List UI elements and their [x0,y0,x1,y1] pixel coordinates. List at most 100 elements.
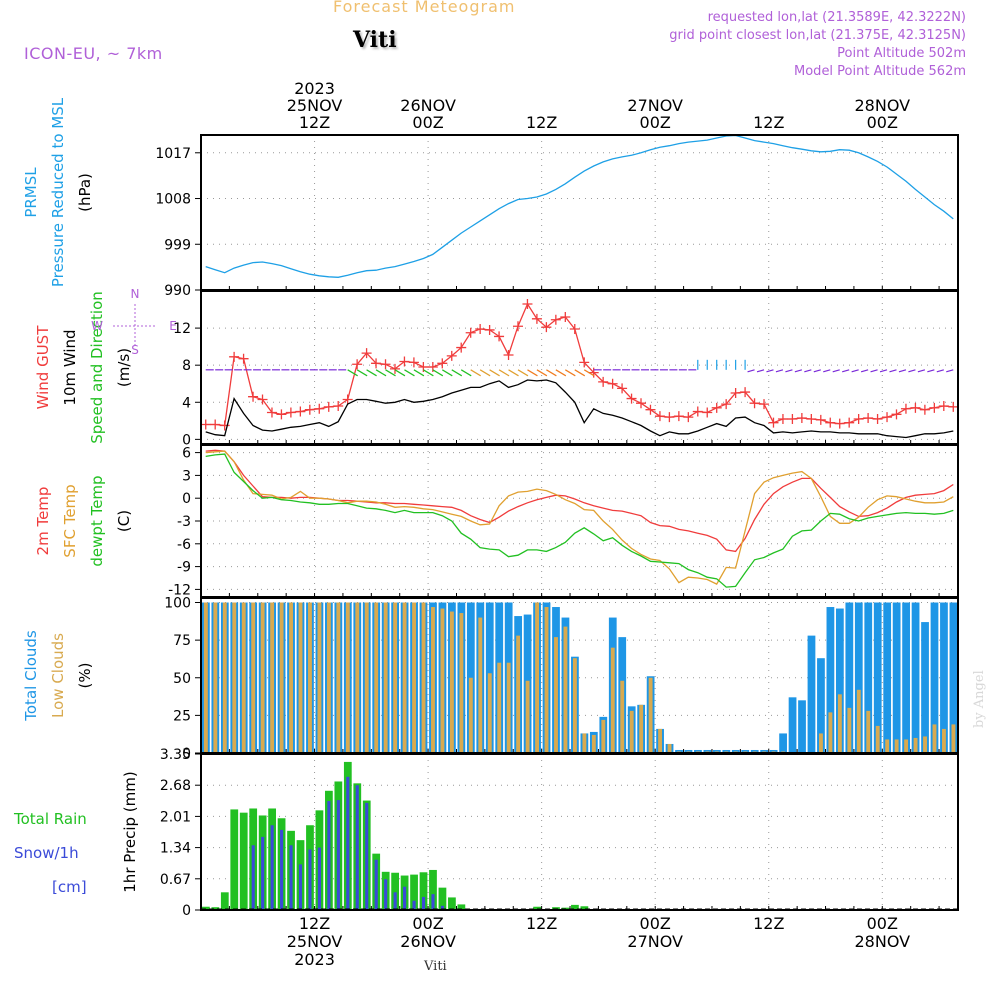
rain-bar [429,869,437,910]
low-clouds-bar [251,602,256,753]
wind-arrow [441,369,453,377]
gust-marker [768,417,779,428]
total-clouds-bar [940,602,948,753]
time-label-top: 25NOV [287,96,343,115]
low-clouds-bar [222,602,227,753]
wind-arrow [889,369,897,373]
wind-arrow [756,369,765,373]
gust-marker [389,363,400,374]
rain-bar [448,897,456,910]
panel-frame [200,134,959,291]
wind-arrow [527,369,538,377]
wind-arrow [366,369,377,377]
wind-arrow [870,369,878,373]
low-clouds-bar [336,602,341,753]
wind-arrow [898,369,907,373]
wind-arrow [879,369,888,373]
snow-bar [336,800,340,910]
wind-arrow [823,369,831,373]
low-clouds-bar [535,602,540,753]
gust-marker [645,404,656,415]
gust-marker [938,400,949,411]
wind-arrow [583,369,595,377]
panel-wind: 0 4 8 12 Wind GUST 10m Wind Speed and Directio… [34,287,959,448]
wind-arrow [394,369,406,377]
y-tick-label: 3.35 [160,747,191,763]
panel-frame [200,597,959,754]
low-clouds-bar [658,728,663,753]
y-axis-label: dewpt Temp [88,475,106,566]
gust-marker [512,321,523,332]
gust-marker [352,359,363,370]
wind-arrow [385,369,396,377]
gust-marker [569,324,580,335]
low-clouds-bar [345,602,350,753]
rain-bar [533,906,541,910]
time-label-top: 00Z [412,113,443,132]
total-clouds-bar [826,607,835,753]
gust-marker [295,406,306,417]
y-axis-label: 1hr Precip (mm) [121,771,139,892]
compass-cross [113,304,157,348]
precip-legend-label: [cm] [52,878,87,896]
low-clouds-bar [506,662,511,753]
low-clouds-bar [431,607,435,753]
low-clouds-bar [449,611,454,753]
low-clouds-bar [374,602,379,753]
low-clouds-bar [837,694,842,753]
gust-marker [522,298,533,309]
y-tick-label: 100 [164,596,191,612]
low-clouds-bar [270,602,275,753]
time-label-bottom: 00Z [640,914,671,933]
y-axis-label: 10m Wind [61,329,79,405]
y-tick-label: 12 [173,321,191,337]
y-tick-label: 999 [164,237,191,253]
y-tick-label: 1.34 [160,841,191,857]
rain-bar [220,892,229,910]
gust-marker [399,356,410,367]
low-clouds-bar [554,637,558,753]
compass-w: W [91,319,103,333]
low-clouds-bar [487,673,492,753]
total-clouds-bar [835,608,844,753]
gust-marker [371,358,382,369]
gust-marker [853,413,864,424]
y-axis-label: 2m Temp [34,487,52,556]
total-clouds-bar [854,602,863,753]
low-clouds-bar [648,677,653,753]
gust-marker [475,324,486,335]
gust-marker [276,409,287,420]
wind-arrow [423,369,434,377]
y-tick-label: 2.01 [160,809,191,825]
low-clouds-bar [875,725,880,753]
footer-location: Viti [424,959,447,974]
low-clouds-bar [667,743,672,753]
panel-precip: 0 0.67 1.34 2.01 2.68 3.35 1hr Precip (mm) Tota… [13,747,959,919]
gust-marker [446,350,457,361]
low-clouds-bar [412,602,416,753]
low-clouds-bar [894,739,899,753]
low-clouds-bar [478,617,483,753]
gust-marker [342,394,353,405]
low-clouds-bar [516,635,521,753]
wind-arrow [917,369,926,373]
gridpoint-lonlat: grid point closest lon,lat (21.375E, 42.… [669,28,966,43]
low-clouds-bar [289,602,293,753]
gust-marker [219,420,230,431]
compass-n: N [131,287,140,301]
wind-arrow [804,369,812,373]
wind-arrow [766,369,774,373]
gust-marker [825,417,836,428]
gust-marker [531,313,542,324]
y-axis-label: SFC Temp [61,484,79,557]
y-tick-label: 2.68 [160,778,191,794]
panel-frame [200,290,959,445]
low-clouds-bar [468,677,473,753]
y-tick-label: 6 [182,446,191,462]
gust-marker [759,399,770,410]
low-clouds-bar [828,712,833,753]
low-clouds-bar [459,613,464,753]
y-tick-label: 990 [164,283,191,299]
gust-marker [304,404,315,415]
